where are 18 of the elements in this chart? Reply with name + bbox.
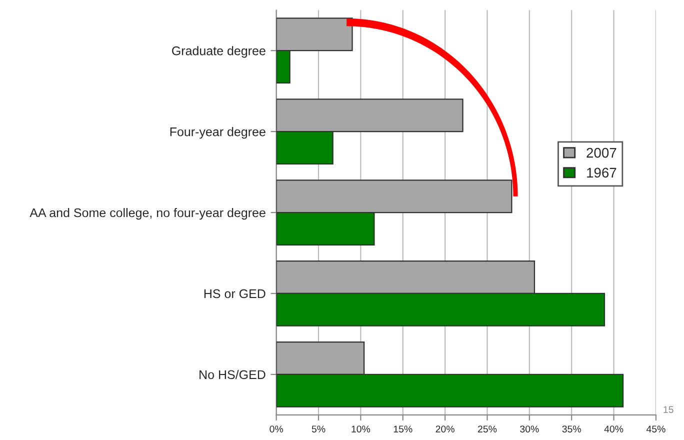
x-tick-label: 0% <box>270 426 284 432</box>
x-tick-label: 5% <box>312 426 326 432</box>
legend-label: 2007 <box>586 148 616 158</box>
x-tick-label: 30% <box>520 426 539 432</box>
x-tick-label: 25% <box>478 426 497 432</box>
x-tick-label: 20% <box>436 426 454 432</box>
x-tick-label: 15% <box>394 426 412 432</box>
y-tick-label: AA and Some college, no four-year degree <box>30 208 266 220</box>
y-tick-label: Four-year degree <box>170 127 266 139</box>
y-tick-label: Graduate degree <box>172 46 266 58</box>
x-tick-label: 35% <box>562 426 581 432</box>
x-tick-label: 10% <box>352 426 370 432</box>
y-tick-label: HS or GED <box>204 289 266 298</box>
y-tick-label: No HS/GED <box>200 370 266 380</box>
x-tick-label: 45% <box>646 426 666 432</box>
text: 15 <box>664 406 674 413</box>
x-tick-label: 40% <box>604 426 624 432</box>
legend-label: 1967 <box>587 168 616 178</box>
